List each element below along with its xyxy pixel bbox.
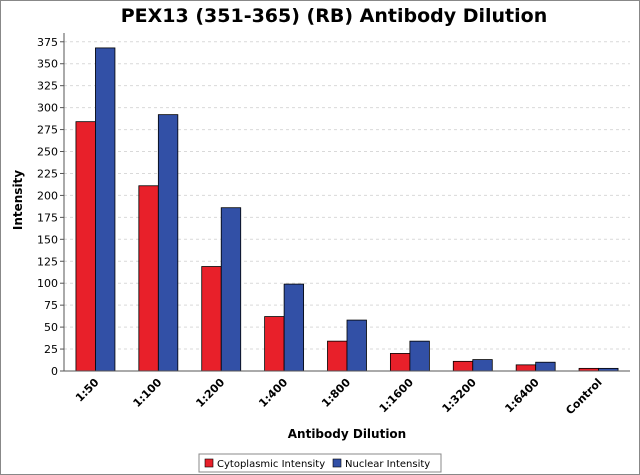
bar-nuclear-1-100 [157,114,179,372]
plot-area: 0 25 50 75 100 125 150 175 200 225 250 275 300 325 350… [37,33,630,417]
legend-swatch-nuclear [332,458,342,468]
y-tick-label: 0 [51,365,58,378]
bar-cytoplasmic-1-3200 [452,360,474,372]
y-tick-label: 375 [37,36,58,49]
legend-label-cytoplasmic: Cytoplasmic Intensity [217,459,325,470]
y-tick-label: 50 [44,321,58,334]
legend-box [198,453,442,473]
y-tick-label: 275 [37,124,58,137]
y-tick-label: 200 [37,189,58,202]
bar-nuclear-1-6400 [535,361,556,372]
y-tick-label: 350 [37,58,58,71]
bar-nuclear-1-50 [95,47,116,372]
legend-label-nuclear: Nuclear Intensity [345,459,430,470]
y-tick-label: 225 [37,167,58,180]
bar-cytoplasmic-1-6400 [515,364,537,372]
bar-nuclear-1-200 [220,207,242,372]
y-tick-label: 250 [37,146,58,159]
y-tick-label: 125 [37,255,58,268]
bar-nuclear-1-3200 [472,359,493,372]
y-tick-label: 100 [37,277,58,290]
legend: Cytoplasmic Intensity Nuclear Intensity [198,453,442,473]
legend-swatch-cytoplasmic [204,458,214,468]
bar-cytoplasmic-1-400 [264,316,285,372]
bar-nuclear-1-1600 [409,340,430,372]
bar-nuclear-1-800 [346,319,367,372]
x-axis-label: Antibody Dilution [288,427,406,441]
y-tick-label: 175 [37,211,58,224]
y-tick-label: 150 [37,233,58,246]
bar-nuclear-1-400 [283,283,305,372]
y-tick-label: 325 [37,80,58,93]
bar-cytoplasmic-1-1600 [389,353,411,372]
y-tick-label: 75 [44,299,58,312]
bar-cytoplasmic-1-100 [138,185,159,372]
chart-title: PEX13 (351-365) (RB) Antibody Dilution [121,5,547,27]
y-tick-label: 25 [44,343,58,356]
y-tick-label: 300 [37,102,58,115]
bar-cytoplasmic-1-200 [201,266,222,372]
bar-cytoplasmic-1-800 [327,340,348,372]
y-axis-label: Intensity [11,170,25,230]
bar-cytoplasmic-1-50 [75,121,96,372]
